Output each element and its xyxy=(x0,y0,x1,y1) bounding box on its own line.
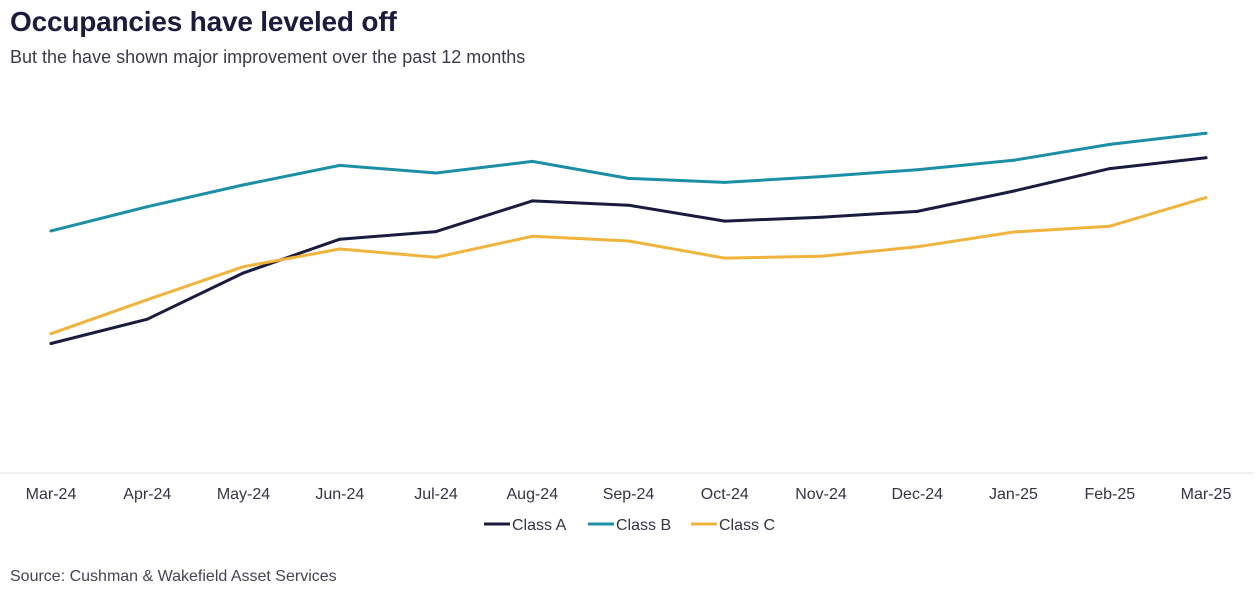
x-tick-label: Apr-24 xyxy=(123,486,171,503)
legend-label-class-a: Class A xyxy=(512,517,567,534)
x-tick-label: Jul-24 xyxy=(414,486,458,503)
point-class-c-mar-25 xyxy=(1204,196,1208,200)
point-class-c-feb-25 xyxy=(1108,224,1112,228)
series-class-b xyxy=(49,131,1208,233)
point-class-a-oct-24 xyxy=(723,219,727,223)
x-tick-label: Mar-24 xyxy=(26,486,77,503)
point-class-b-jul-24 xyxy=(434,171,438,175)
point-class-c-aug-24 xyxy=(530,234,534,238)
point-class-b-apr-24 xyxy=(145,205,149,209)
legend-label-class-c: Class C xyxy=(719,517,775,534)
point-class-c-dec-24 xyxy=(915,245,919,249)
x-tick-label: Jun-24 xyxy=(315,486,364,503)
point-class-b-dec-24 xyxy=(915,168,919,172)
series-class-c xyxy=(49,196,1208,336)
chart-title: Occupancies have leveled off xyxy=(10,6,397,37)
legend-item-class-a: Class A xyxy=(484,517,567,534)
point-class-c-apr-24 xyxy=(145,298,149,302)
point-class-a-jan-25 xyxy=(1012,189,1015,193)
point-class-a-nov-24 xyxy=(819,215,823,219)
point-class-b-may-24 xyxy=(242,183,245,187)
x-tick-label: Aug-24 xyxy=(507,486,559,503)
x-tick-label: Nov-24 xyxy=(795,486,847,503)
point-class-b-oct-24 xyxy=(723,180,727,184)
occupancy-line-chart: Mar-24 Apr-24 May-24 Jun-24 Jul-24 Aug-24 Sep-… xyxy=(0,131,1255,534)
point-class-a-sep-24 xyxy=(627,203,630,207)
point-class-b-sep-24 xyxy=(627,176,630,180)
point-class-b-nov-24 xyxy=(819,175,823,179)
point-class-c-sep-24 xyxy=(627,239,630,243)
series-class-a xyxy=(49,156,1208,345)
x-tick-label: Jan-25 xyxy=(989,486,1038,503)
source-note: Source: Cushman & Wakefield Asset Servic… xyxy=(10,568,337,585)
point-class-a-jul-24 xyxy=(434,230,438,234)
legend-item-class-c: Class C xyxy=(691,517,775,534)
x-tick-label: Oct-24 xyxy=(701,486,749,503)
point-class-a-apr-24 xyxy=(145,317,149,321)
point-class-c-nov-24 xyxy=(819,254,823,258)
line-class-a xyxy=(49,156,1208,345)
x-tick-label: Mar-25 xyxy=(1181,486,1232,503)
point-class-b-feb-25 xyxy=(1108,142,1112,146)
point-class-b-jan-25 xyxy=(1012,158,1015,162)
point-class-a-aug-24 xyxy=(530,199,534,203)
point-class-c-mar-24 xyxy=(49,332,53,336)
point-class-b-aug-24 xyxy=(530,159,534,163)
point-class-a-mar-25 xyxy=(1204,156,1208,160)
x-tick-label: May-24 xyxy=(217,486,270,503)
legend-item-class-b: Class B xyxy=(588,517,671,534)
x-tick-label: Feb-25 xyxy=(1084,486,1135,503)
point-class-c-jun-24 xyxy=(338,247,342,251)
point-class-c-jan-25 xyxy=(1012,230,1015,234)
point-class-b-jun-24 xyxy=(338,163,342,167)
point-class-c-jul-24 xyxy=(434,255,438,259)
line-class-c xyxy=(49,196,1208,336)
x-tick-label: Sep-24 xyxy=(603,486,655,503)
x-tick-label: Dec-24 xyxy=(892,486,944,503)
point-class-a-may-24 xyxy=(242,271,245,275)
point-class-a-feb-25 xyxy=(1108,167,1112,171)
line-class-b xyxy=(49,131,1208,233)
point-class-b-mar-25 xyxy=(1204,131,1208,135)
point-class-b-mar-24 xyxy=(49,229,53,233)
point-class-c-may-24 xyxy=(242,265,245,269)
point-class-a-jun-24 xyxy=(338,237,342,241)
point-class-a-mar-24 xyxy=(49,342,53,345)
chart-subtitle: But the have shown major improvement ove… xyxy=(10,47,526,67)
point-class-c-oct-24 xyxy=(723,256,727,260)
point-class-a-dec-24 xyxy=(915,209,919,213)
legend-label-class-b: Class B xyxy=(616,517,671,534)
